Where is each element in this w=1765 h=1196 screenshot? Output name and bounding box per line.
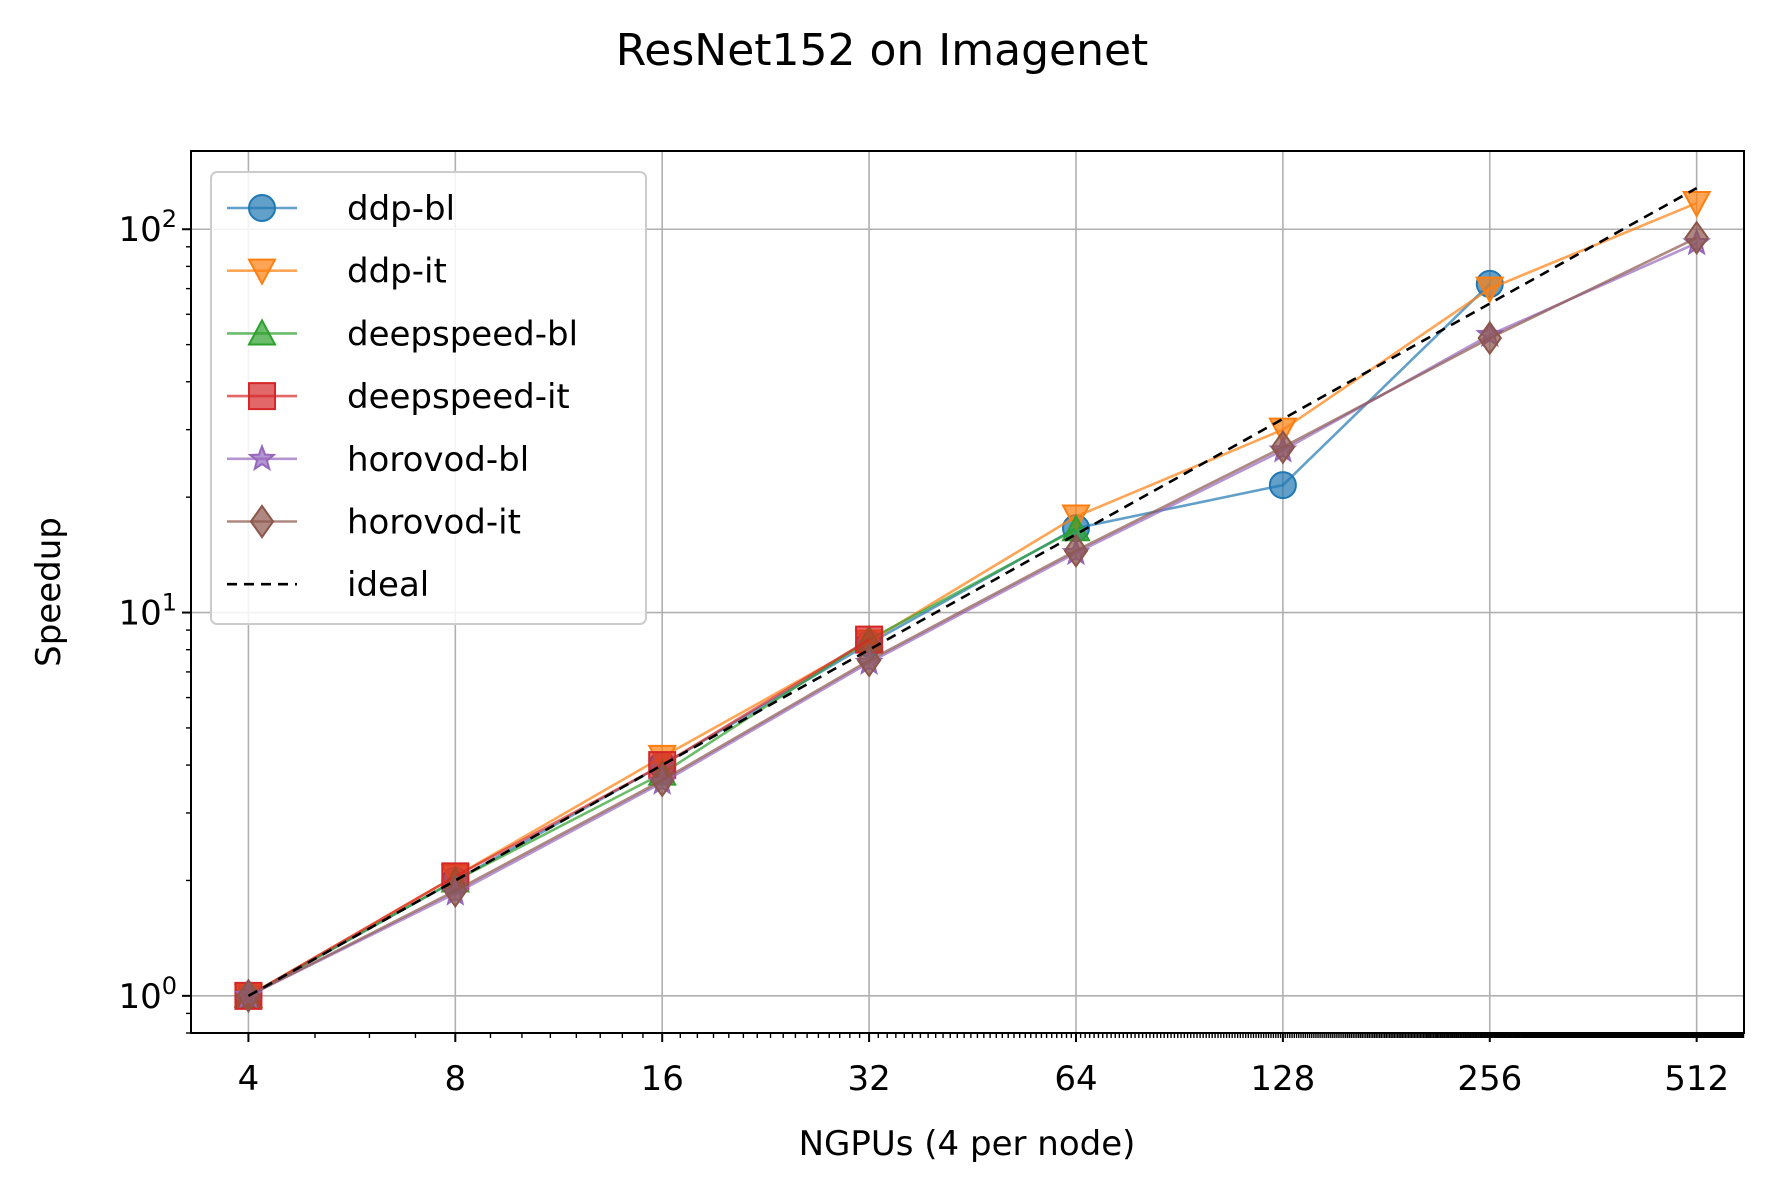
- legend: ddp-bl ddp-it deepspeed-bl deepspeed-it horo…: [210, 171, 647, 625]
- legend-entry-deepspeed-it: deepspeed-it: [227, 377, 570, 417]
- legend-entry-ideal: ideal: [227, 565, 429, 605]
- legend-label: ideal: [347, 565, 429, 605]
- legend-marker: [248, 382, 276, 411]
- y-tick-label: 101: [118, 589, 177, 634]
- x-tick-label: 64: [1054, 1059, 1097, 1099]
- data-point-horovod-it: [1684, 220, 1709, 256]
- legend-label: horovod-bl: [347, 440, 529, 480]
- x-tick-label: 16: [641, 1059, 684, 1099]
- x-tick-label: 32: [847, 1059, 890, 1099]
- legend-label: horovod-it: [347, 503, 521, 543]
- data-point-horovod-it: [1270, 429, 1296, 465]
- legend-label: deepspeed-bl: [347, 314, 578, 354]
- data-point-horovod-it: [649, 762, 675, 798]
- legend-label: deepspeed-it: [347, 377, 570, 417]
- legend-marker: [247, 318, 277, 346]
- legend-marker: [247, 443, 277, 472]
- series-layer: [233, 187, 1712, 1014]
- y-tick-label: 102: [118, 205, 177, 250]
- legend-marker: [247, 258, 277, 286]
- data-point-horovod-it: [1063, 533, 1089, 569]
- data-point-ddp-bl: [1268, 471, 1297, 500]
- tick-layer: 4 8 16 32 64 128 256 512 100 101 102: [118, 205, 1745, 1099]
- series-line-horovod-it: [247, 236, 1698, 998]
- legend-entry-horovod-it: horovod-it: [227, 503, 521, 543]
- data-point-ddp-it: [1475, 276, 1505, 304]
- legend-entry-horovod-bl: horovod-bl: [227, 440, 529, 480]
- series-line-deepspeed-it: [247, 638, 870, 997]
- legend-entry-ddp-it: ddp-it: [227, 252, 447, 292]
- y-tick-label: 100: [118, 972, 177, 1017]
- chart-title: ResNet152 on Imagenet: [616, 25, 1149, 76]
- legend-box: [210, 171, 647, 625]
- legend-entry-ddp-bl: ddp-bl: [227, 189, 455, 229]
- legend-label: ddp-bl: [347, 189, 455, 229]
- data-point-ddp-it: [1681, 191, 1712, 219]
- x-tick-label: 128: [1250, 1059, 1315, 1099]
- series-line-horovod-bl: [247, 241, 1698, 998]
- legend-marker: [249, 504, 275, 539]
- x-tick-label: 512: [1664, 1059, 1729, 1099]
- x-tick-label: 256: [1457, 1059, 1522, 1099]
- legend-entry-deepspeed-bl: deepspeed-bl: [227, 314, 578, 354]
- legend-marker: [248, 194, 276, 222]
- series-line-ideal: [247, 187, 1698, 997]
- series-horovod-it: [236, 220, 1709, 1014]
- y-axis-label: Speedup: [29, 517, 69, 667]
- series-ideal: [247, 187, 1698, 997]
- data-point-horovod-it: [1477, 320, 1503, 356]
- legend-label: ddp-it: [347, 252, 447, 292]
- x-axis-label: NGPUs (4 per node): [799, 1124, 1136, 1164]
- x-tick-label: 8: [444, 1059, 466, 1099]
- x-tick-label: 4: [238, 1059, 260, 1099]
- plot-frame: [190, 150, 1745, 1034]
